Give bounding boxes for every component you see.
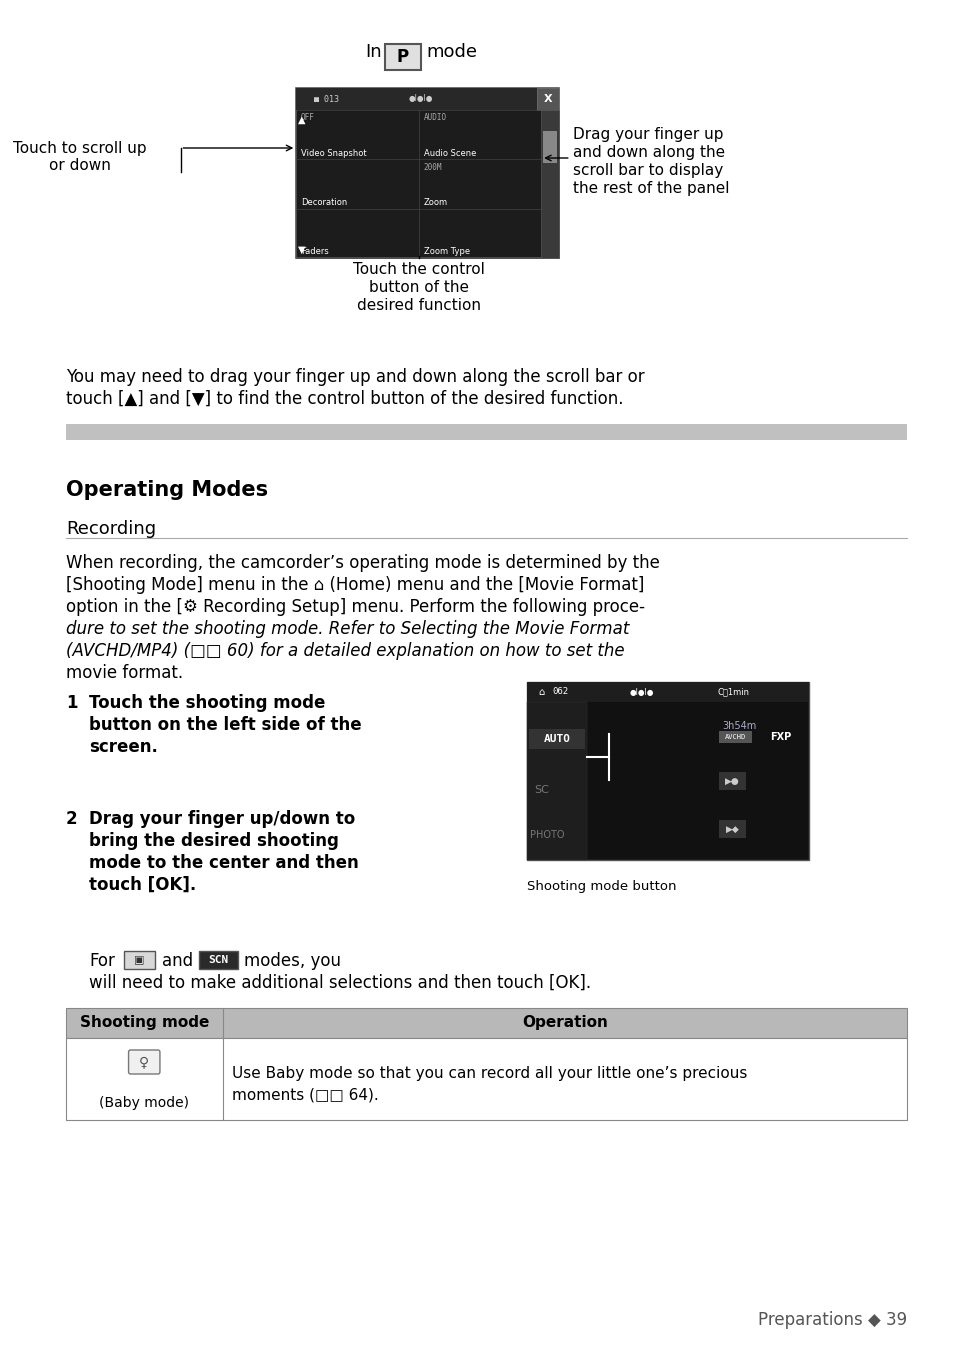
Text: ♀: ♀	[139, 1054, 150, 1069]
Text: ■ 013: ■ 013	[314, 94, 338, 104]
Text: 200M: 200M	[423, 163, 441, 172]
Text: Touch the control: Touch the control	[353, 262, 484, 277]
Text: FXP: FXP	[769, 732, 790, 742]
Bar	[295, 87, 558, 258]
Bar	[540, 110, 558, 258]
Text: OFF: OFF	[301, 113, 314, 122]
Text: 062: 062	[552, 687, 568, 697]
Text: ●l●l●: ●l●l●	[409, 94, 433, 104]
Text: P: P	[396, 48, 409, 66]
Text: Drag your finger up: Drag your finger up	[572, 128, 722, 143]
Bar	[718, 730, 751, 742]
Text: option in the [⚙ Recording Setup] menu. Perform the following proce-: option in the [⚙ Recording Setup] menu. …	[66, 599, 644, 616]
FancyBboxPatch shape	[199, 951, 238, 968]
Text: When recording, the camcorder’s operating mode is determined by the: When recording, the camcorder’s operatin…	[66, 554, 659, 572]
Text: Video Snapshot: Video Snapshot	[301, 149, 366, 157]
FancyBboxPatch shape	[129, 1050, 160, 1075]
Text: ▶◆: ▶◆	[725, 824, 739, 834]
Bar	[528, 729, 585, 749]
Text: [Shooting Mode] menu in the ⌂ (Home) menu and the [Movie Format]: [Shooting Mode] menu in the ⌂ (Home) men…	[66, 576, 643, 594]
Text: Decoration: Decoration	[301, 198, 347, 207]
Text: ▲: ▲	[298, 116, 306, 125]
Bar	[526, 702, 587, 859]
Bar	[718, 772, 745, 790]
Text: X: X	[543, 94, 552, 104]
Bar	[66, 1007, 906, 1038]
Text: Touch the shooting mode: Touch the shooting mode	[90, 694, 325, 712]
Text: bring the desired shooting: bring the desired shooting	[90, 833, 339, 850]
Text: button on the left side of the: button on the left side of the	[90, 716, 361, 734]
Text: Zoom: Zoom	[423, 198, 447, 207]
Text: In: In	[364, 43, 381, 61]
Text: Use Baby mode so that you can record all your little one’s precious: Use Baby mode so that you can record all…	[233, 1067, 747, 1081]
FancyBboxPatch shape	[385, 44, 420, 70]
Bar	[295, 87, 558, 110]
Text: AUDIO: AUDIO	[423, 113, 446, 122]
Text: modes, you: modes, you	[244, 952, 341, 970]
Text: ▶●: ▶●	[724, 776, 739, 785]
Text: (Baby mode): (Baby mode)	[99, 1096, 189, 1110]
Text: or down: or down	[49, 159, 111, 174]
Text: will need to make additional selections and then touch [OK].: will need to make additional selections …	[90, 974, 591, 993]
Text: mode to the center and then: mode to the center and then	[90, 854, 358, 872]
Bar	[542, 130, 557, 163]
Text: the rest of the panel: the rest of the panel	[572, 182, 728, 196]
Text: (AVCHD/MP4) (□□ 60) for a detailed explanation on how to set the: (AVCHD/MP4) (□□ 60) for a detailed expla…	[66, 642, 624, 660]
Text: PHOTO: PHOTO	[530, 830, 564, 841]
Text: Zoom Type: Zoom Type	[423, 247, 469, 257]
Text: Shooting mode: Shooting mode	[79, 1015, 209, 1030]
Text: touch [OK].: touch [OK].	[90, 876, 196, 894]
Text: 1: 1	[66, 694, 77, 712]
Text: Touch to scroll up: Touch to scroll up	[12, 140, 146, 156]
Bar	[66, 424, 906, 440]
Bar	[718, 820, 745, 838]
Text: Preparations ◆ 39: Preparations ◆ 39	[757, 1311, 906, 1329]
Text: button of the: button of the	[369, 281, 468, 296]
Text: ▼: ▼	[298, 245, 306, 256]
Text: Shooting mode button: Shooting mode button	[526, 880, 676, 893]
Text: ▣: ▣	[134, 955, 145, 964]
Text: Audio Scene: Audio Scene	[423, 149, 476, 157]
Bar	[526, 682, 808, 859]
Bar	[537, 87, 558, 110]
Text: 3h54m: 3h54m	[721, 721, 756, 730]
Text: desired function: desired function	[356, 299, 480, 313]
Text: SC: SC	[534, 785, 549, 795]
Text: SCN: SCN	[209, 955, 229, 964]
Text: dure to set the shooting mode. Refer to Selecting the Movie Format: dure to set the shooting mode. Refer to …	[66, 620, 629, 638]
Text: C⑹1min: C⑹1min	[717, 687, 749, 697]
Text: 2: 2	[66, 810, 77, 829]
Bar	[66, 1038, 906, 1120]
Bar	[526, 682, 808, 702]
Text: mode: mode	[426, 43, 477, 61]
Text: scroll bar to display: scroll bar to display	[572, 164, 722, 179]
Text: Operating Modes: Operating Modes	[66, 480, 268, 500]
Text: Faders: Faders	[301, 247, 329, 257]
Text: Operation: Operation	[521, 1015, 607, 1030]
Text: ●l●l●: ●l●l●	[629, 687, 653, 697]
Text: touch [▲] and [▼] to find the control button of the desired function.: touch [▲] and [▼] to find the control bu…	[66, 390, 622, 408]
FancyBboxPatch shape	[124, 951, 155, 968]
Text: moments (□□ 64).: moments (□□ 64).	[233, 1088, 379, 1103]
Text: and down along the: and down along the	[572, 145, 724, 160]
Text: AVCHD: AVCHD	[724, 734, 745, 740]
Text: Recording: Recording	[66, 521, 155, 538]
Text: ⌂: ⌂	[537, 687, 544, 697]
Text: and: and	[162, 952, 193, 970]
Text: You may need to drag your finger up and down along the scroll bar or: You may need to drag your finger up and …	[66, 369, 644, 386]
Text: screen.: screen.	[90, 738, 158, 756]
Text: For: For	[90, 952, 115, 970]
Text: AUTO: AUTO	[543, 734, 570, 744]
Text: movie format.: movie format.	[66, 664, 183, 682]
Text: Drag your finger up/down to: Drag your finger up/down to	[90, 810, 355, 829]
